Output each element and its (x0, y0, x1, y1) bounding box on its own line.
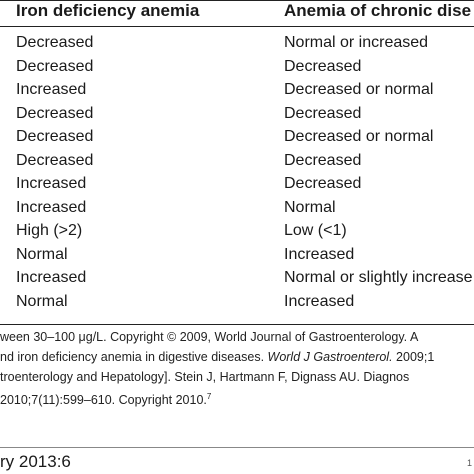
footnote-line-2: nd iron deficiency anemia in digestive d… (0, 350, 434, 364)
table-cell-chronic-disease: Decreased (284, 175, 362, 192)
table-bottom-rule (0, 324, 474, 325)
column-header-chronic-disease: Anemia of chronic dise (284, 1, 472, 20)
footer-rule (0, 447, 474, 448)
table-cell-chronic-disease: Decreased (284, 58, 362, 75)
table-cell-iron-deficiency: High (>2) (16, 222, 83, 239)
footnote-reference: 7 (206, 392, 212, 401)
table-cell-chronic-disease: Decreased (284, 105, 362, 122)
footnote-line-4: 2010;7(11):599–610. Copyright 2010.7 (0, 390, 211, 407)
table-cell-iron-deficiency: Decreased (16, 105, 94, 122)
page-number: 1 (466, 458, 472, 468)
table-cell-chronic-disease: Decreased or normal (284, 128, 434, 145)
table-cell-chronic-disease: Increased (284, 246, 355, 263)
table-top-rule (0, 0, 474, 1)
table-cell-chronic-disease: Normal or slightly increase (284, 269, 473, 286)
table-cell-iron-deficiency: Increased (16, 199, 87, 216)
table-cell-iron-deficiency: Normal (16, 246, 68, 263)
table-cell-chronic-disease: Decreased or normal (284, 81, 434, 98)
journal-title: World J Gastroenterol. (267, 350, 393, 364)
table-cell-iron-deficiency: Decreased (16, 34, 94, 51)
column-header-iron-deficiency: Iron deficiency anemia (16, 1, 200, 20)
footnote-line-4-text: 2010;7(11):599–610. Copyright 2010. (0, 393, 207, 407)
footnote-line-2-part-c: 2009;1 (392, 350, 435, 364)
table-cell-iron-deficiency: Decreased (16, 152, 94, 169)
table-cell-iron-deficiency: Decreased (16, 58, 94, 75)
table-cell-chronic-disease: Decreased (284, 152, 362, 169)
table-cell-chronic-disease: Normal or increased (284, 34, 429, 51)
footnote-line-2-part-a: nd iron deficiency anemia in digestive d… (0, 350, 268, 364)
table-cell-iron-deficiency: Decreased (16, 128, 94, 145)
footnote-line-1: ween 30–100 μg/L. Copyright © 2009, Worl… (0, 330, 419, 344)
table-cell-chronic-disease: Increased (284, 293, 355, 310)
table-cell-iron-deficiency: Increased (16, 269, 87, 286)
table-cell-chronic-disease: Normal (284, 199, 336, 216)
table-cell-iron-deficiency: Increased (16, 175, 87, 192)
header-divider-rule (0, 26, 474, 27)
table-cell-chronic-disease: Low (<1) (284, 222, 347, 239)
footnote-line-3: troenterology and Hepatology]. Stein J, … (0, 370, 410, 384)
table-cell-iron-deficiency: Normal (16, 293, 68, 310)
table-cell-iron-deficiency: Increased (16, 81, 87, 98)
journal-footer: ry 2013:6 (0, 452, 71, 471)
